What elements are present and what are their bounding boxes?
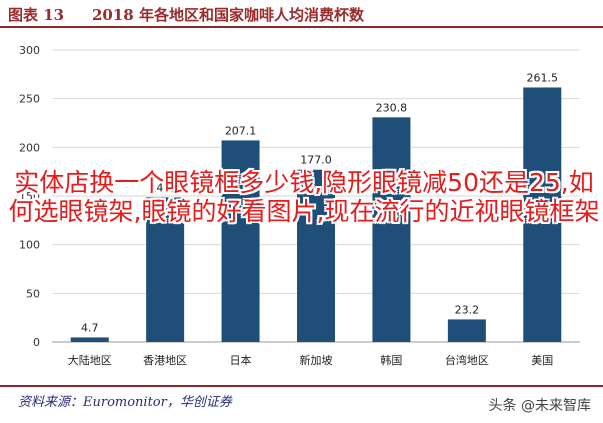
data-label: 207.1 (225, 124, 257, 137)
x-tick-label: 美国 (531, 354, 553, 367)
bar (221, 140, 260, 342)
x-tick-label: 韩国 (380, 353, 402, 367)
data-label: 23.2 (455, 303, 480, 316)
bar (70, 337, 109, 342)
bar (146, 197, 185, 342)
x-tick-label: 新加坡 (300, 353, 333, 367)
data-label: 230.8 (376, 101, 408, 114)
bar (372, 117, 411, 342)
source-note: 资料来源：Euromonitor，华创证券 (18, 395, 232, 410)
bar (523, 87, 562, 343)
bar (447, 319, 486, 342)
y-tick-label: 250 (19, 93, 40, 106)
x-tick-label: 台湾地区 (445, 353, 489, 367)
label-layer: 4.7 大陆地区 148.6 香港地区 207.1 日本 177.0 新加坡 230.8 韩国 23… (68, 71, 558, 367)
bar-layer (70, 87, 562, 343)
data-label: 177.0 (300, 154, 332, 167)
x-tick-label: 香港地区 (143, 354, 187, 367)
y-tick-label: 150 (19, 190, 40, 203)
y-tick-label: 300 (19, 44, 40, 57)
y-tick-label: 0 (33, 336, 40, 349)
data-label: 4.7 (81, 321, 99, 334)
chart-title: 2018 年各地区和国家咖啡人均消费杯数 (92, 6, 364, 24)
y-tick-label: 200 (19, 141, 40, 154)
overlay-text: 实体店换一个眼镜框多少钱,隐形眼镜减50还是25,如何选眼镜架,眼镜的好看图片,… (8, 168, 600, 226)
watermark: 头条 @未来智库 (488, 398, 591, 414)
figure-label: 图表 13 (8, 6, 65, 24)
x-tick-label: 大陆地区 (68, 353, 112, 367)
bar (297, 169, 335, 342)
y-tick-label: 100 (19, 239, 40, 252)
y-tick-label: 50 (26, 287, 40, 300)
axis-layer: 0 50 100 150 200 250 300 (19, 44, 580, 349)
data-label: 261.5 (527, 71, 559, 84)
data-label: 148.6 (149, 181, 181, 194)
x-tick-label: 日本 (230, 353, 252, 367)
source-divider (0, 385, 603, 387)
title-bar: 图表 13 2018 年各地区和国家咖啡人均消费杯数 (0, 0, 603, 28)
